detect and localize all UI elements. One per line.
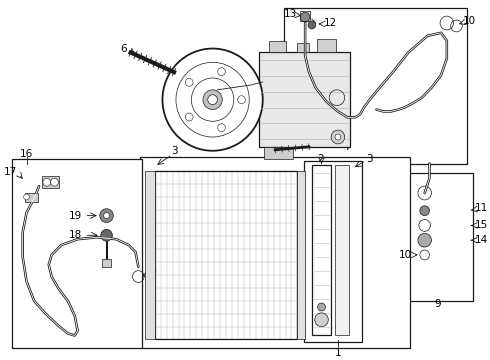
Bar (42, 176, 59, 188)
Text: 3: 3 (367, 154, 373, 163)
Bar (102, 259, 111, 267)
Circle shape (24, 194, 29, 200)
Text: 17: 17 (145, 270, 158, 280)
Bar (335, 166, 348, 334)
Bar (297, 171, 305, 339)
Text: 11: 11 (475, 203, 488, 213)
Text: 13: 13 (284, 9, 297, 19)
Bar (304, 161, 362, 342)
Circle shape (185, 113, 193, 121)
Text: 1: 1 (335, 348, 341, 358)
Text: 3: 3 (171, 146, 177, 156)
Bar (155, 171, 297, 339)
Bar (145, 171, 155, 339)
Circle shape (418, 233, 431, 247)
Bar (140, 157, 410, 348)
Text: 9: 9 (434, 299, 441, 309)
Circle shape (420, 206, 430, 216)
Circle shape (218, 68, 225, 76)
Circle shape (104, 213, 109, 219)
Text: 10: 10 (399, 250, 412, 260)
Circle shape (50, 178, 58, 186)
Text: 12: 12 (323, 18, 337, 28)
Text: 2: 2 (317, 154, 324, 163)
Text: 4: 4 (206, 85, 213, 95)
Circle shape (203, 90, 222, 109)
Circle shape (335, 134, 341, 140)
Text: 10: 10 (463, 16, 476, 26)
Text: 16: 16 (20, 149, 33, 159)
Circle shape (318, 303, 325, 311)
Circle shape (163, 49, 263, 151)
Bar (259, 53, 350, 147)
Circle shape (101, 229, 112, 241)
Bar (405, 174, 473, 301)
Text: 5: 5 (271, 137, 278, 147)
Circle shape (300, 12, 310, 22)
Circle shape (100, 209, 113, 222)
Text: 14: 14 (475, 235, 488, 245)
Bar (300, 11, 310, 21)
Circle shape (238, 96, 245, 104)
Bar (12, 159, 142, 348)
Bar (312, 166, 331, 334)
Circle shape (308, 21, 316, 29)
Text: 6: 6 (120, 44, 127, 54)
Bar (24, 193, 38, 202)
Text: 15: 15 (475, 220, 488, 230)
Bar (264, 147, 293, 159)
Text: 10: 10 (319, 102, 332, 112)
Text: 17: 17 (3, 167, 17, 177)
Bar (269, 41, 286, 53)
Circle shape (218, 124, 225, 132)
Circle shape (315, 313, 328, 327)
Text: 18: 18 (69, 230, 82, 240)
Circle shape (185, 78, 193, 86)
Circle shape (208, 95, 218, 104)
Circle shape (331, 130, 344, 144)
Text: 7: 7 (344, 142, 351, 152)
Bar (284, 8, 467, 163)
Circle shape (43, 178, 50, 186)
Text: 8: 8 (168, 94, 174, 104)
Text: 19: 19 (69, 211, 82, 221)
Bar (297, 43, 309, 53)
Bar (317, 39, 336, 53)
